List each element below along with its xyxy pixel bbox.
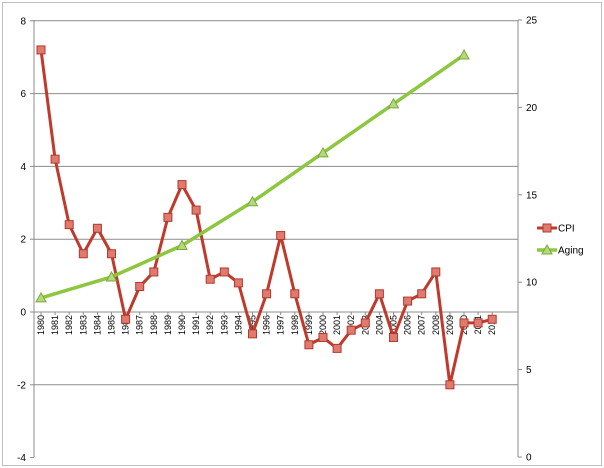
x-tick-label: 2009 [445,315,455,335]
cpi-point [50,154,60,164]
aging-point [176,239,188,250]
cpi-point [205,274,215,284]
right-tick-label: 20 [526,103,538,114]
x-tick-label: 2004 [374,315,384,335]
right-tick-label: 0 [526,453,532,464]
x-tick-label: 1995 [248,315,258,335]
left-tick-label: 4 [20,162,26,173]
x-tick-label: 2006 [403,315,413,335]
right-tick-label: 25 [526,16,538,27]
x-tick-label: 1993 [219,315,229,335]
legend-label: Aging [558,246,584,257]
x-tick-label: 1982 [64,315,74,335]
cpi-point [417,289,427,299]
cpi-point [177,180,187,190]
x-tick-label: 2008 [431,315,441,335]
x-tick-label: 2007 [417,315,427,335]
x-tick-label: 1989 [163,315,173,335]
x-tick-label: 1994 [233,315,243,335]
aging-point [317,146,329,158]
x-tick-label: 1998 [290,315,300,335]
right-tick-label: 10 [526,278,538,289]
left-tick-label: 2 [20,235,26,246]
cpi-point [92,223,102,233]
legend-item-cpi: CPI [537,223,575,235]
cpi-point [149,267,159,277]
x-tick-label: 2012 [487,315,497,335]
legend-marker-square [542,223,552,233]
series-aging [35,48,470,303]
cpi-point [332,343,342,353]
right-tick-label: 5 [526,365,532,376]
right-tick-label: 15 [526,190,538,201]
x-tick-label: 1986 [121,315,131,335]
x-tick-label: 2000 [318,315,328,335]
legend-label: CPI [558,224,575,235]
x-tick-label: 1985 [107,315,117,335]
cpi-point [262,289,272,299]
cpi-point [403,296,413,306]
x-tick-label: 1984 [92,315,102,335]
left-tick-label: 0 [20,308,26,319]
cpi-point [233,278,243,288]
left-tick-label: 8 [20,16,26,27]
aging-point [105,270,118,282]
x-tick-label: 2001 [332,315,342,335]
left-tick-label: -2 [17,380,26,391]
left-tick-label: 6 [20,89,26,100]
x-tick-label: 1988 [149,315,159,335]
cpi-point [36,45,46,55]
x-tick-label: 1987 [135,315,145,335]
cpi-point [346,325,356,335]
legend: CPI Aging [537,223,584,257]
x-tick-label: 1992 [205,315,215,335]
cpi-point [135,282,145,292]
cpi-point [459,318,469,328]
x-tick-label: 2002 [346,315,356,335]
x-tick-label: 1983 [78,315,88,335]
cpi-point [64,220,74,230]
axes [33,20,519,457]
aging-point [246,195,259,207]
cpi-point [78,249,88,259]
aging-point [458,48,470,60]
cpi-point [163,212,173,222]
cpi-point [360,318,370,328]
x-tick-label: 1997 [276,315,286,335]
left-tick-label: -4 [17,453,26,464]
cpi-point [219,267,229,277]
left-axis-ticks: -4 -2 0 2 4 6 8 [17,16,34,464]
x-tick-label: 2005 [389,315,399,335]
cpi-point [248,329,257,339]
cpi-point [431,267,441,277]
cpi-point [318,332,328,342]
cpi-point [191,205,201,215]
series-layer [35,45,497,390]
cpi-point [290,289,300,299]
x-tick-label: 1990 [177,315,187,335]
x-tick-label: 1980 [36,315,46,335]
cpi-point [473,318,483,328]
legend-marker-triangle [541,243,553,255]
cpi-point [389,332,398,342]
x-tick-label: 1999 [304,315,314,335]
x-tick-label: 1991 [191,315,201,335]
aging-point [387,97,400,109]
cpi-point [107,249,116,259]
legend-item-aging: Aging [537,243,584,257]
aging-point [35,291,47,303]
right-axis-ticks: 0 5 10 15 20 25 [518,16,538,464]
cpi-point [276,231,286,241]
cpi-point [121,314,131,324]
cpi-point [487,314,497,324]
x-tick-label: 1996 [262,315,272,335]
cpi-point [445,380,455,390]
x-tick-label: 1981 [50,315,60,335]
cpi-point [374,289,384,299]
cpi-point [304,340,314,350]
